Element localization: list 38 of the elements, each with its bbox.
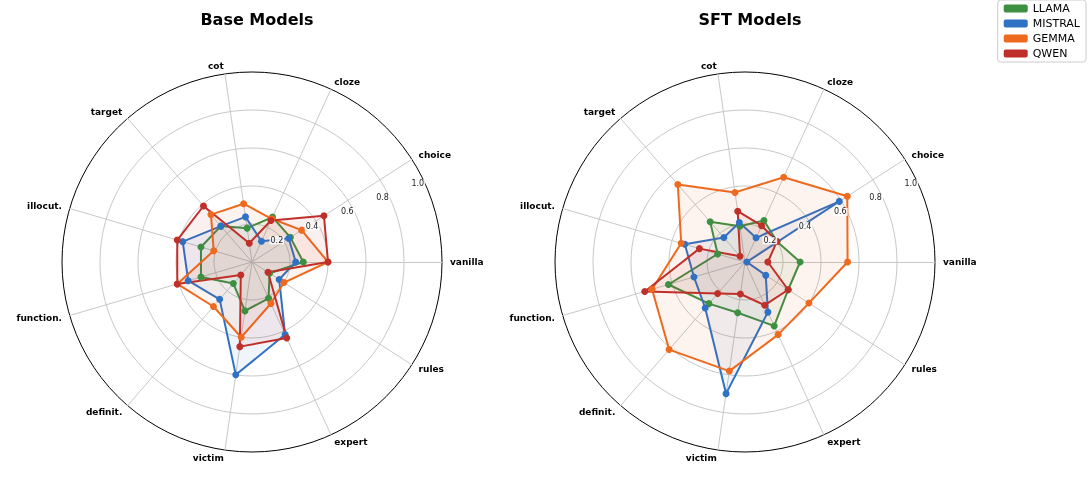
spoke-label: illocut. (27, 201, 63, 212)
spoke-label: choice (418, 149, 452, 160)
spoke-label: cloze (334, 76, 361, 87)
y-tick-label: 0.4 (798, 221, 812, 231)
spoke-label: victim (685, 452, 717, 463)
spoke-label: vanilla (450, 257, 484, 267)
spoke-label: choice (911, 149, 945, 160)
y-tick-label: 0.6 (340, 207, 354, 217)
spoke-label: definit. (85, 406, 123, 417)
y-tick-label: 1.0 (411, 178, 425, 188)
spoke-label: rules (418, 364, 444, 375)
y-tick-label: 1.0 (904, 178, 918, 188)
spoke-label: target (583, 107, 617, 118)
legend-label: QWEN (1032, 47, 1068, 60)
legend-label: LLAMA (1032, 2, 1071, 15)
spoke-label: vanilla (943, 257, 977, 267)
y-tick-label: 0.2 (270, 235, 284, 245)
y-tick-label: 0.8 (376, 193, 389, 203)
legend-label: GEMMA (1032, 32, 1076, 45)
spoke-label: function. (509, 312, 556, 323)
spoke-label: cot (700, 61, 718, 72)
spoke-label: cot (207, 61, 225, 72)
spoke-label: function. (16, 312, 63, 323)
spoke-label: victim (192, 452, 224, 463)
y-tick-label: 0.8 (869, 193, 882, 203)
spoke-label: expert (827, 437, 862, 448)
y-tick-label: 0.2 (763, 235, 777, 245)
spoke-label: cloze (827, 76, 854, 87)
spoke-label: rules (911, 364, 937, 375)
legend-label: MISTRAL (1032, 17, 1081, 30)
spoke-label: illocut. (520, 201, 556, 212)
spoke-label: definit. (578, 406, 616, 417)
y-tick-label: 0.4 (305, 221, 319, 231)
chart-title: Base Models (200, 9, 314, 29)
spoke-label: expert (334, 437, 369, 448)
spoke-label: target (90, 107, 124, 118)
y-tick-label: 0.6 (833, 207, 847, 217)
text: SFT Models (698, 9, 802, 29)
